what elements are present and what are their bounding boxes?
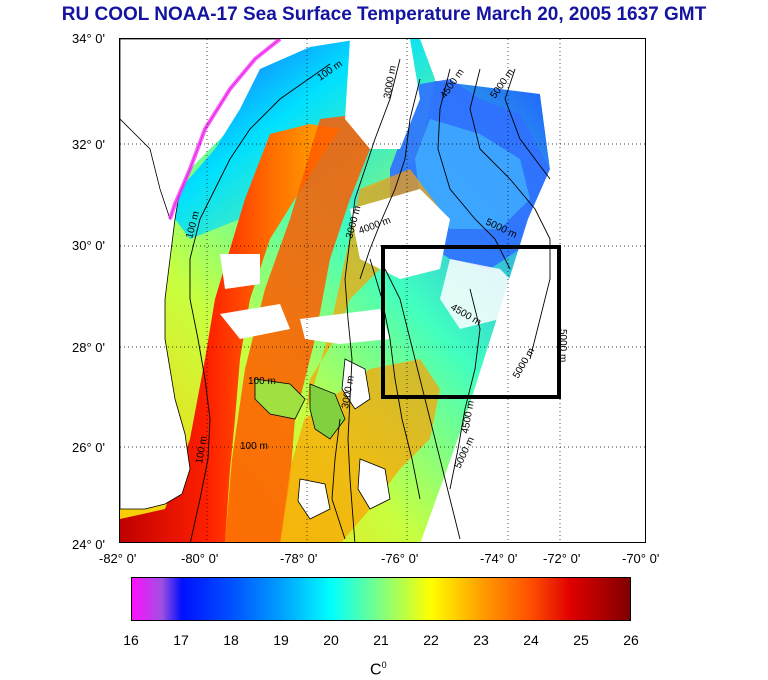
colorbar-tick: 16 (123, 632, 139, 648)
colorbar-tick: 25 (573, 632, 589, 648)
sst-map[interactable]: 100 m 100 m 100 m 100 m 100 m 3000 m 300… (119, 38, 646, 543)
gulf-stream (120, 124, 340, 542)
lon-label-76: -76° 0' (381, 551, 419, 566)
colorbar-tick: 26 (623, 632, 639, 648)
lat-label-30: 30° 0' (72, 238, 105, 253)
lat-label-32: 32° 0' (72, 137, 105, 152)
lon-label-78: -78° 0' (280, 551, 318, 566)
contour-label: 100 m (240, 441, 268, 452)
cloud-patch-1 (345, 39, 420, 149)
cloud-patch-4 (350, 189, 450, 279)
bahamas-island-4 (357, 458, 391, 510)
colorbar-tick: 20 (323, 632, 339, 648)
contour-label: 100 m (194, 435, 210, 464)
lon-label-80: -80° 0' (181, 551, 219, 566)
bahamas-island-2 (309, 383, 346, 440)
contour-label: 100 m (248, 376, 276, 387)
warm-band-3 (280, 169, 440, 542)
lon-label-72: -72° 0' (543, 551, 581, 566)
colorbar-tick: 21 (373, 632, 389, 648)
cloud-patch-6 (300, 309, 390, 344)
cool-patch-ne-2 (415, 119, 530, 229)
lat-label-24: 24° 0' (72, 537, 105, 552)
bahamas-island-5 (297, 478, 331, 520)
bahamas-island-3 (341, 358, 371, 410)
colorbar-unit: C0 (370, 660, 387, 679)
east-blank (420, 169, 645, 542)
temperature-colorbar (131, 577, 631, 621)
contour-label: 5000 m (557, 329, 568, 362)
warm-band-2 (225, 114, 370, 542)
map-title: RU COOL NOAA-17 Sea Surface Temperature … (61, 4, 707, 25)
cloud-patch-3 (220, 304, 290, 339)
lat-label-34: 34° 0' (72, 31, 105, 46)
colorbar-tick: 18 (223, 632, 239, 648)
sst-map-canvas: 100 m 100 m 100 m 100 m 100 m 3000 m 300… (120, 39, 645, 542)
lon-label-82: -82° 0' (99, 551, 137, 566)
colorbar-tick: 22 (423, 632, 439, 648)
bahamas-island-1 (254, 378, 306, 420)
lon-label-74: -74° 0' (480, 551, 518, 566)
lat-label-28: 28° 0' (72, 340, 105, 355)
colorbar-tick: 19 (273, 632, 289, 648)
study-area-box (381, 245, 561, 399)
colorbar-tick: 24 (523, 632, 539, 648)
lon-label-70: -70° 0' (622, 551, 660, 566)
cloud-patch-2 (220, 254, 260, 289)
coast-fringe (168, 39, 282, 220)
colorbar-tick: 23 (473, 632, 489, 648)
colorbar-tick: 17 (173, 632, 189, 648)
lat-label-26: 26° 0' (72, 440, 105, 455)
northeast-blank (520, 39, 645, 179)
